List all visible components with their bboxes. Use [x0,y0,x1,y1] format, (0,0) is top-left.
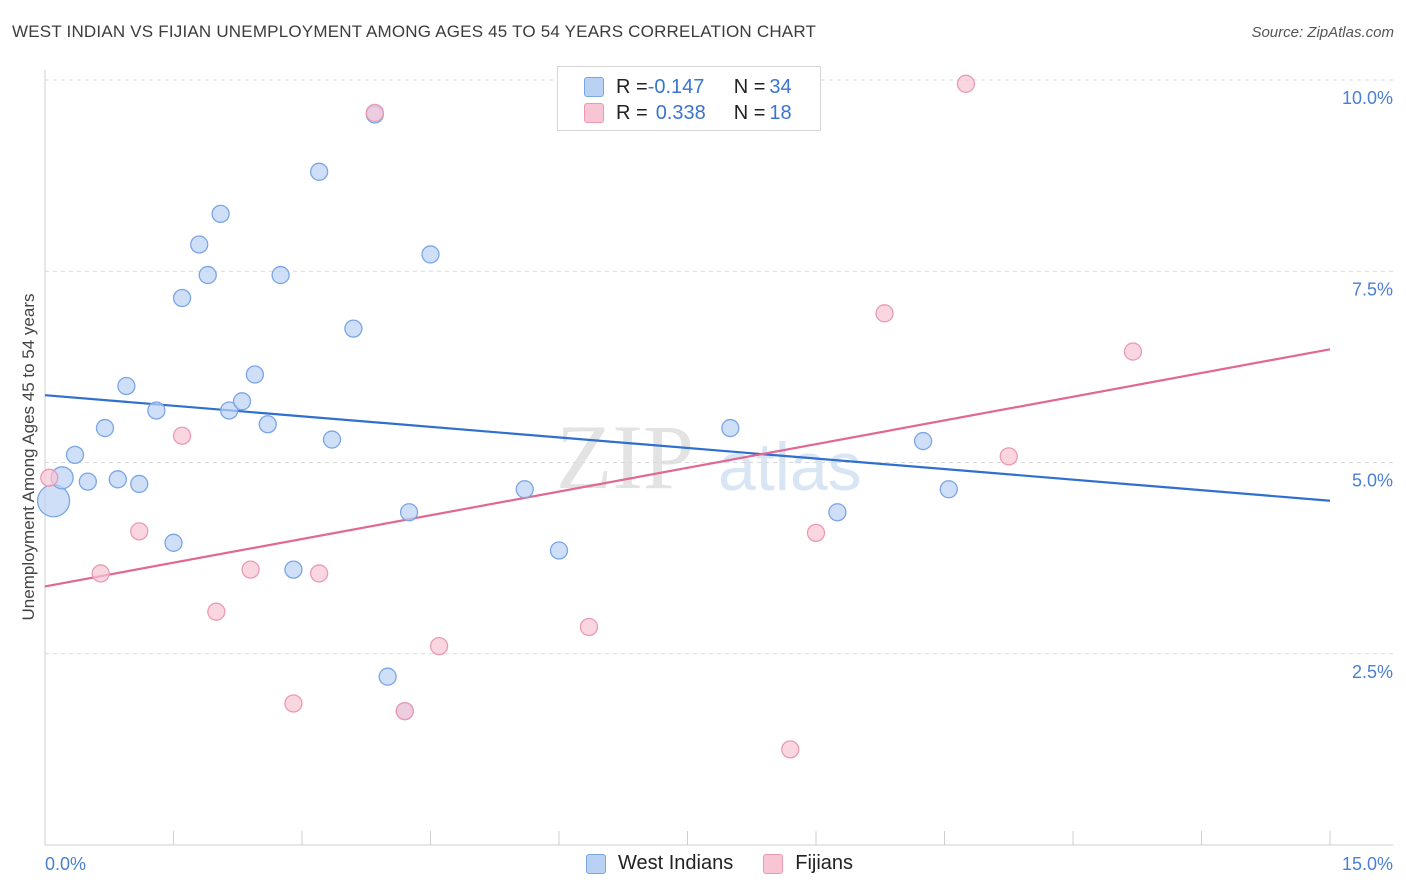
fijians-swatch [763,853,784,874]
fijians-point [309,564,329,583]
y-tick-label: 2.5% [1352,662,1393,682]
y-tick-label: 10.0% [1342,88,1393,108]
legend-row-fijians: R = 0.338 N = 18 [584,101,792,125]
fijians-point [130,522,149,541]
west-indians-point [258,415,277,434]
data-points [36,74,1143,759]
fijians-point [40,468,59,487]
west-indians-point [117,376,136,396]
west-indians-point [36,484,71,518]
west-indians-point [344,319,363,338]
fijians-point [579,617,599,637]
fijians-trend-line [44,348,1331,588]
west-indians-point [198,265,217,285]
legend-label-west-indians: West Indians [618,852,734,874]
y-tick-label: 5.0% [1352,471,1393,491]
west-indians-point [913,431,933,451]
west-indians-point [721,418,740,438]
west-indians-point [828,503,847,522]
fijians-point [284,694,303,713]
west-indians-swatch [584,77,604,97]
west-indians-point [939,480,958,499]
west-indians-point [549,541,569,560]
fijians-point [956,74,976,93]
x-axis-ticks [44,831,1331,845]
west-indians-point [130,474,149,494]
y-tick-label: 7.5% [1352,279,1393,299]
r-label: R = [616,75,648,98]
west-indians-point [515,480,534,499]
west-indians-point [322,430,342,449]
west-indians-point [95,418,115,438]
fijians-point [806,523,826,543]
fijians-point [999,447,1018,466]
n-value: 34 [769,75,792,98]
fijians-point [429,636,449,656]
r-label: R = [616,101,648,124]
source-label: Source: ZipAtlas.com [1251,24,1394,41]
west-indians-point [232,392,252,411]
west-indians-point [421,245,440,264]
chart-title: WEST INDIAN VS FIJIAN UNEMPLOYMENT AMONG… [12,22,817,41]
fijians-point [875,304,894,323]
west-indians-point [164,533,183,552]
west-indians-point [309,162,329,181]
r-value: 0.338 [655,101,706,124]
west-indians-point [108,470,127,489]
west-indians-point [399,503,419,522]
fijians-point [91,564,110,583]
west-indians-point [147,401,166,420]
y-tick-labels: 2.5% 5.0% 7.5% 10.0% [1342,88,1393,682]
west-indians-point [284,560,303,579]
legend-row-west-indians: R = -0.147 N = 34 [584,75,792,99]
legend-item-west-indians: West Indians [586,852,733,875]
fijians-point [207,602,226,621]
west-indians-point [172,288,192,308]
n-value: 18 [769,101,792,124]
west-indians-point [271,265,290,285]
trend-lines [44,348,1331,588]
west-indians-point [190,235,209,254]
r-value: -0.147 [647,75,705,98]
legend-item-fijians: Fijians [763,852,853,875]
fijians-point [241,560,260,579]
west-indians-point [245,365,265,384]
fijians-point [365,103,384,123]
legend-label-fijians: Fijians [795,852,854,874]
west-indians-point [78,472,97,491]
watermark-zip: ZIP [556,406,694,508]
west-indians-point [65,445,85,465]
n-label: N = [733,101,766,124]
west-indians-trend-line [44,394,1331,502]
x-tick-label-max: 15.0% [1342,854,1393,874]
fijians-swatch [584,103,604,123]
west-indians-point [211,204,230,224]
fijians-point [1123,342,1143,361]
series-legend: West Indians Fijians [586,852,883,875]
fijians-point [172,426,192,445]
fijians-point [781,740,800,759]
west-indians-swatch [586,853,606,874]
y-axis-title: Unemployment Among Ages 45 to 54 years [19,294,38,621]
x-tick-label-min: 0.0% [45,854,86,874]
n-label: N = [733,75,766,98]
correlation-legend: R = -0.147 N = 34 R = 0.338 N = 18 [557,66,821,131]
west-indians-point [220,401,239,420]
fijians-point [395,701,414,721]
watermark-atlas: atlas [718,429,862,505]
west-indians-point [378,667,397,686]
